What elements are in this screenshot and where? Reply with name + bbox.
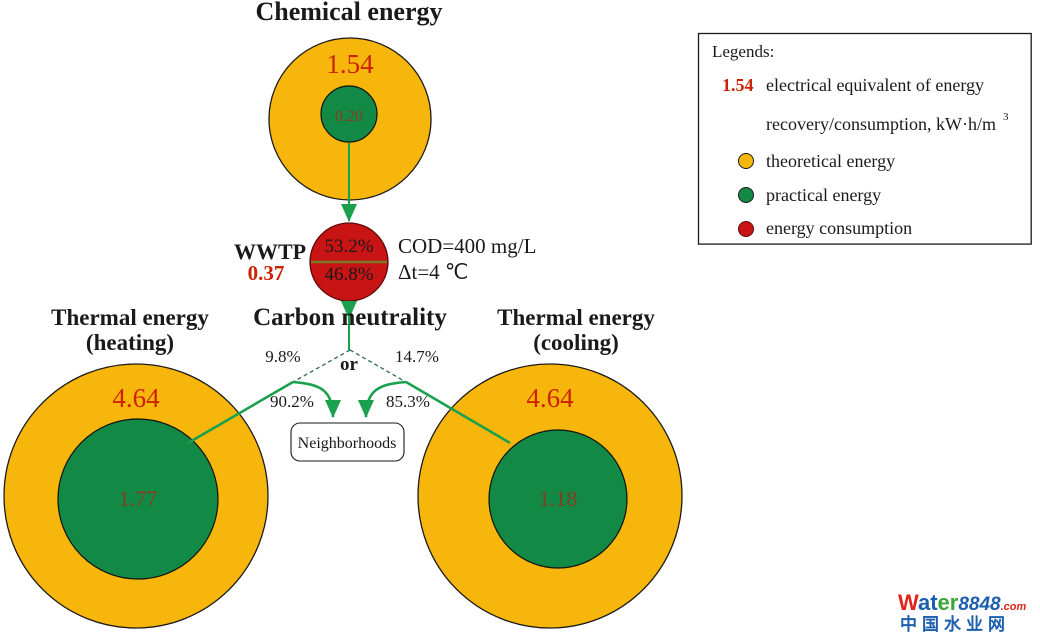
svg-text:Carbon neutrality: Carbon neutrality	[253, 304, 447, 331]
svg-text:Δt=4 ℃: Δt=4 ℃	[398, 260, 469, 284]
svg-text:or: or	[340, 354, 359, 375]
svg-text:4.64: 4.64	[526, 383, 574, 413]
svg-text:(cooling): (cooling)	[533, 330, 619, 355]
svg-text:Water8848.com: Water8848.com	[898, 590, 1026, 615]
svg-text:practical energy: practical energy	[766, 185, 881, 205]
svg-text:0.37: 0.37	[248, 261, 285, 285]
svg-text:Thermal energy: Thermal energy	[497, 305, 655, 330]
svg-text:1.54: 1.54	[722, 75, 754, 95]
svg-text:Legends:: Legends:	[712, 42, 774, 61]
svg-text:0.20: 0.20	[335, 108, 363, 125]
svg-text:theoretical energy: theoretical energy	[766, 151, 895, 171]
svg-text:46.8%: 46.8%	[324, 264, 373, 285]
svg-text:1.18: 1.18	[539, 486, 578, 511]
svg-text:electrical equivalent of energ: electrical equivalent of energy	[766, 75, 984, 95]
svg-text:Neighborhoods: Neighborhoods	[298, 435, 397, 452]
svg-text:recovery/consumption, kW·h/m: recovery/consumption, kW·h/m	[766, 114, 996, 134]
svg-text:53.2%: 53.2%	[324, 236, 373, 257]
svg-text:1.77: 1.77	[119, 486, 158, 511]
svg-text:1.54: 1.54	[326, 49, 374, 79]
svg-text:3: 3	[1003, 111, 1009, 123]
svg-text:(heating): (heating)	[86, 330, 174, 355]
svg-text:Chemical energy: Chemical energy	[255, 0, 442, 26]
svg-text:90.2%: 90.2%	[270, 392, 314, 411]
svg-text:中国水业网: 中国水业网	[900, 614, 1010, 634]
svg-text:Thermal energy: Thermal energy	[51, 305, 209, 330]
svg-text:energy consumption: energy consumption	[766, 218, 912, 238]
svg-text:COD=400 mg/L: COD=400 mg/L	[398, 234, 536, 258]
svg-text:9.8%: 9.8%	[265, 347, 300, 366]
svg-text:85.3%: 85.3%	[386, 392, 430, 411]
svg-text:4.64: 4.64	[112, 383, 160, 413]
svg-text:14.7%: 14.7%	[395, 347, 439, 366]
